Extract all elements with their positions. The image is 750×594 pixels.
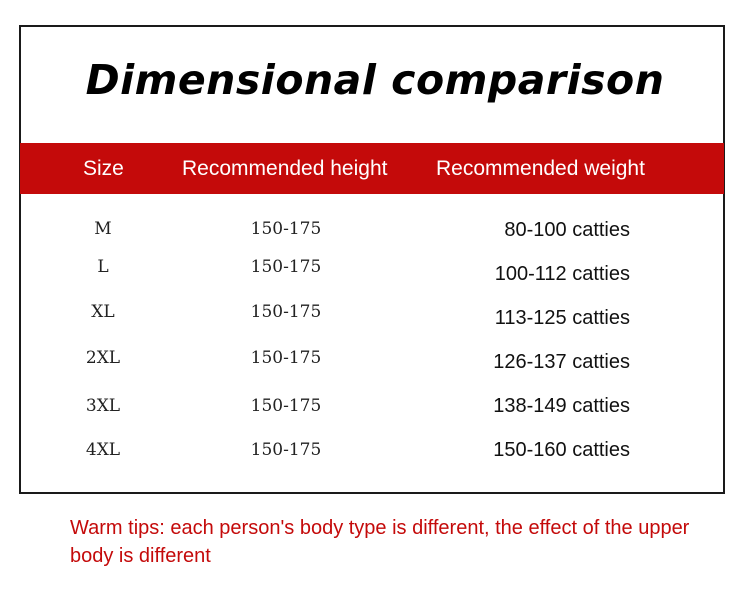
- table-row: XL 150-175 113-125 catties: [0, 302, 750, 332]
- weight-cell: 80-100 catties: [504, 219, 630, 241]
- size-chart-frame: [19, 25, 725, 494]
- weight-cell: 126-137 catties: [493, 351, 630, 373]
- weight-cell: 138-149 catties: [493, 395, 630, 417]
- size-cell: M: [94, 219, 112, 239]
- height-cell: 150-175: [250, 302, 322, 322]
- size-cell: XL: [91, 302, 115, 322]
- size-cell: 3XL: [85, 396, 121, 416]
- table-row: 3XL 150-175 138-149 catties: [0, 395, 750, 426]
- header-size: Size: [83, 157, 124, 180]
- size-cell: 4XL: [85, 440, 121, 460]
- table-row: L 150-175 100-112 catties: [0, 257, 750, 287]
- size-cell: 2XL: [85, 348, 121, 368]
- weight-cell: 100-112 catties: [494, 263, 630, 285]
- weight-cell: 113-125 catties: [494, 307, 630, 329]
- warm-tips-note: Warm tips: each person's body type is di…: [70, 517, 690, 567]
- table-header: Size Recommended height Recommended weig…: [20, 143, 724, 194]
- height-cell: 150-175: [250, 440, 322, 460]
- height-cell: 150-175: [250, 219, 322, 239]
- header-recommended-weight: Recommended weight: [436, 157, 645, 180]
- chart-title: Dimensional comparison: [85, 56, 665, 104]
- table-row: M 150-175 80-100 catties: [0, 219, 750, 249]
- table-row: 4XL 150-175 150-160 catties: [0, 439, 750, 470]
- height-cell: 150-175: [250, 396, 322, 416]
- table-row: 2XL 150-175 126-137 catties: [0, 348, 750, 378]
- height-cell: 150-175: [250, 257, 322, 277]
- height-cell: 150-175: [250, 348, 322, 368]
- weight-cell: 150-160 catties: [493, 439, 630, 461]
- header-recommended-height: Recommended height: [182, 157, 388, 180]
- size-cell: L: [97, 257, 109, 277]
